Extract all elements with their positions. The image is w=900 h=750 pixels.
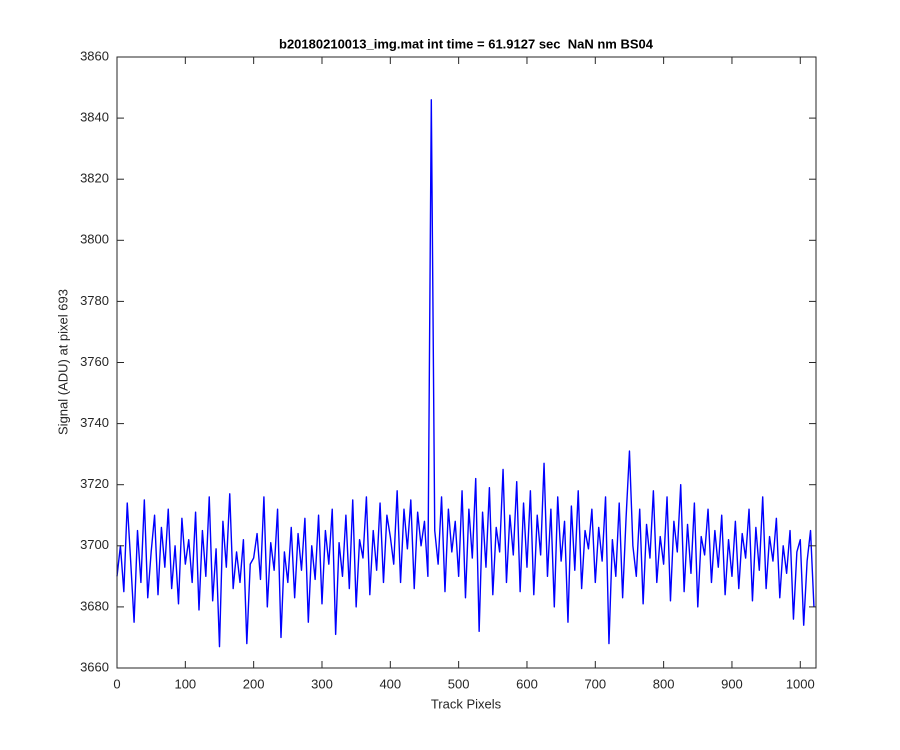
x-tick-label: 700 xyxy=(584,676,606,691)
x-axis-label: Track Pixels xyxy=(431,696,502,711)
y-tick-label: 3740 xyxy=(80,415,109,430)
y-axis-label: Signal (ADU) at pixel 693 xyxy=(55,289,70,435)
y-tick-label: 3700 xyxy=(80,537,109,552)
x-tick-label: 600 xyxy=(516,676,538,691)
x-tick-label: 300 xyxy=(311,676,333,691)
y-tick-label: 3860 xyxy=(80,48,109,63)
x-tick-label: 400 xyxy=(379,676,401,691)
y-tick-label: 3760 xyxy=(80,354,109,369)
y-tick-label: 3660 xyxy=(80,659,109,674)
chart-title: b20180210013_img.mat int time = 61.9127 … xyxy=(279,36,654,51)
x-tick-label: 1000 xyxy=(786,676,815,691)
y-tick-label: 3820 xyxy=(80,171,109,186)
x-tick-label: 800 xyxy=(653,676,675,691)
y-tick-label: 3780 xyxy=(80,293,109,308)
x-tick-label: 0 xyxy=(113,676,120,691)
x-tick-label: 900 xyxy=(721,676,743,691)
x-tick-label: 100 xyxy=(174,676,196,691)
y-tick-label: 3680 xyxy=(80,598,109,613)
x-tick-label: 200 xyxy=(243,676,265,691)
y-tick-label: 3840 xyxy=(80,110,109,125)
y-tick-label: 3800 xyxy=(80,232,109,247)
y-tick-label: 3720 xyxy=(80,476,109,491)
signal-line xyxy=(116,99,815,648)
x-tick-label: 500 xyxy=(448,676,470,691)
